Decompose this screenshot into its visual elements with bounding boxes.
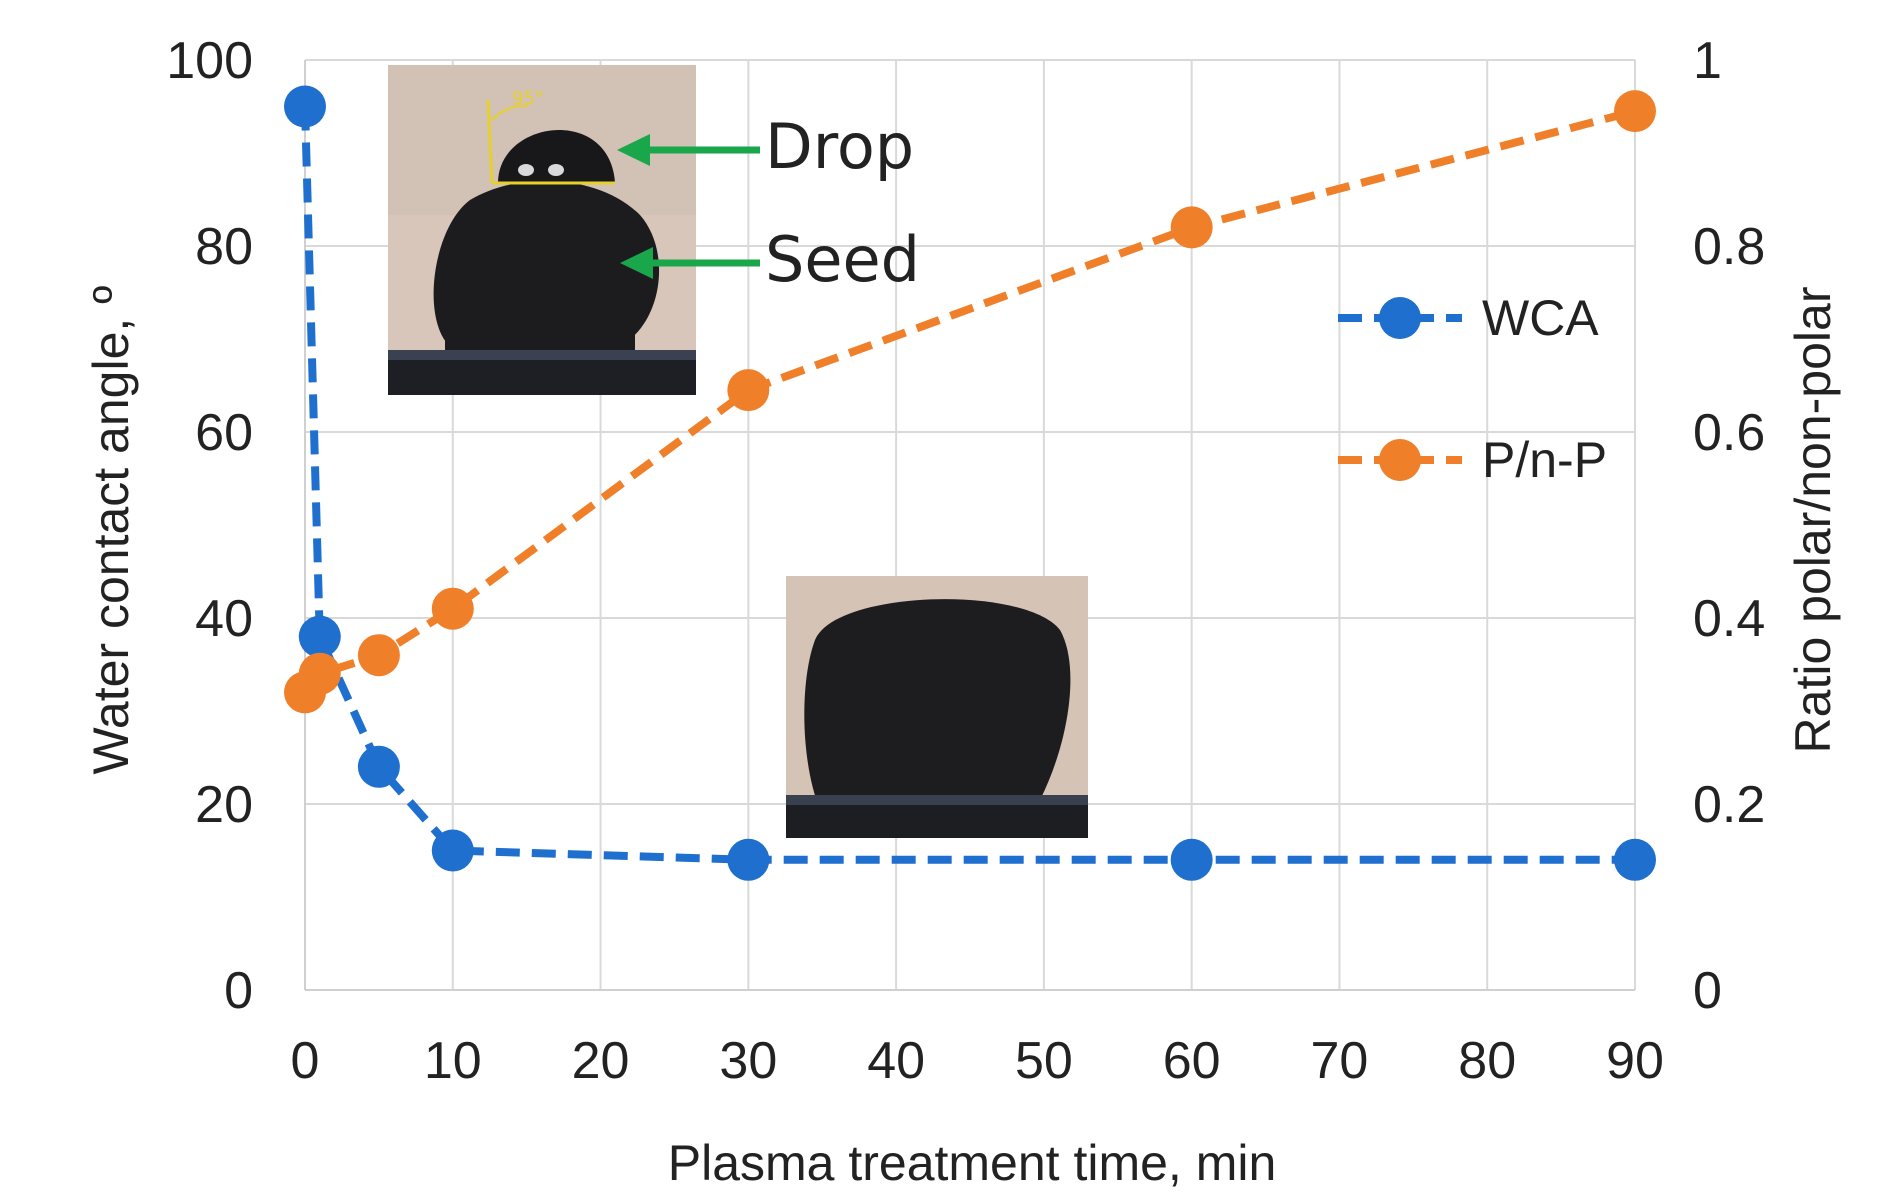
x-tick-label: 90	[1606, 1032, 1664, 1090]
data-point-wca	[1170, 838, 1213, 881]
y-tick-label: 60	[195, 404, 253, 462]
legend-pnp-marker	[1379, 439, 1421, 481]
drop-label: Drop	[765, 110, 914, 183]
data-point-wca	[284, 85, 326, 128]
x-tick-label: 20	[572, 1032, 630, 1090]
data-point-wca	[1614, 838, 1656, 881]
annotations: Drop Seed	[617, 110, 920, 296]
inset-photo-drop-seed: 95°	[388, 65, 696, 395]
data-point-p-n-p	[727, 369, 770, 412]
y2-axis-title: Ratio polar/non-polar	[1785, 287, 1841, 754]
x-tick-label: 0	[291, 1032, 320, 1090]
legend-wca-marker	[1379, 297, 1421, 339]
legend: WCA P/n-P	[1338, 290, 1607, 488]
seed-label: Seed	[765, 223, 920, 296]
data-point-wca	[357, 745, 400, 788]
data-point-wca	[298, 615, 341, 658]
x-tick-label: 80	[1458, 1032, 1516, 1090]
x-tick-label: 60	[1163, 1032, 1221, 1090]
y2-tick-label: 0.4	[1693, 590, 1765, 648]
axes: 0 10 20 30 40 50 60 70 80 90 0 20 40 60 80 100 0 0.2 0.4 0.…	[166, 32, 1765, 1090]
legend-wca-label: WCA	[1482, 290, 1599, 346]
y-axis-title: Water contact angle, º	[83, 286, 139, 775]
data-point-wca	[727, 838, 770, 881]
y-tick-label: 20	[195, 776, 253, 834]
data-point-p-n-p	[431, 587, 474, 630]
y2-tick-label: 1	[1693, 32, 1722, 90]
y2-tick-label: 0	[1693, 962, 1722, 1020]
y2-tick-label: 0.6	[1693, 404, 1765, 462]
data-point-p-n-p	[1170, 206, 1213, 249]
y2-tick-label: 0.2	[1693, 776, 1765, 834]
data-point-p-n-p	[298, 652, 341, 695]
data-point-p-n-p	[1614, 90, 1656, 133]
angle-label: 95°	[512, 88, 544, 109]
x-tick-label: 70	[1311, 1032, 1369, 1090]
legend-pnp-label: P/n-P	[1482, 432, 1607, 488]
y-tick-label: 100	[166, 32, 253, 90]
data-point-wca	[431, 829, 474, 872]
inset-photo-absorbed	[786, 576, 1088, 838]
series	[284, 85, 1656, 881]
x-tick-label: 30	[719, 1032, 777, 1090]
x-axis-title: Plasma treatment time, min	[668, 1135, 1277, 1191]
data-point-p-n-p	[357, 634, 400, 677]
y2-tick-label: 0.8	[1693, 218, 1765, 276]
y-tick-label: 80	[195, 218, 253, 276]
x-tick-label: 50	[1015, 1032, 1073, 1090]
y-tick-label: 40	[195, 590, 253, 648]
seed-arrow-head	[620, 247, 653, 279]
x-tick-label: 10	[424, 1032, 482, 1090]
y-tick-label: 0	[224, 962, 253, 1020]
x-tick-label: 40	[867, 1032, 925, 1090]
drop-arrow-head	[617, 134, 650, 166]
